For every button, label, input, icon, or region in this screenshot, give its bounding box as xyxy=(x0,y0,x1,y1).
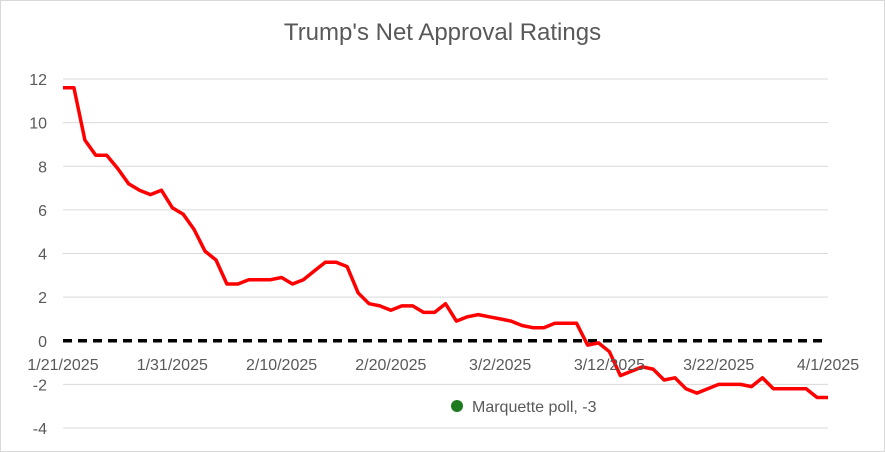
x-tick-label: 3/22/2025 xyxy=(683,357,754,374)
x-tick-label: 1/31/2025 xyxy=(137,357,208,374)
y-tick-label: 10 xyxy=(29,116,47,133)
marquette-poll-label: Marquette poll, -3 xyxy=(472,399,597,416)
x-tick-label: 3/2/2025 xyxy=(469,357,531,374)
y-tick-label: 12 xyxy=(29,72,47,89)
x-tick-label: 2/20/2025 xyxy=(355,357,426,374)
series-line-net-approval xyxy=(63,85,828,400)
x-tick-label: 1/21/2025 xyxy=(27,357,98,374)
y-tick-label: 2 xyxy=(38,290,47,307)
y-tick-label: 8 xyxy=(38,159,47,176)
chart-title: Trump's Net Approval Ratings xyxy=(283,19,602,46)
x-tick-label: 2/10/2025 xyxy=(246,357,317,374)
x-tick-label: 3/12/2025 xyxy=(574,357,645,374)
y-tick-label: -2 xyxy=(33,377,47,394)
y-tick-label: 0 xyxy=(38,334,47,351)
y-tick-label: -4 xyxy=(33,421,47,438)
y-tick-label: 6 xyxy=(38,203,47,220)
y-tick-label: 4 xyxy=(38,247,47,264)
x-tick-label: 4/1/2025 xyxy=(797,357,859,374)
marquette-poll-marker xyxy=(451,400,463,412)
